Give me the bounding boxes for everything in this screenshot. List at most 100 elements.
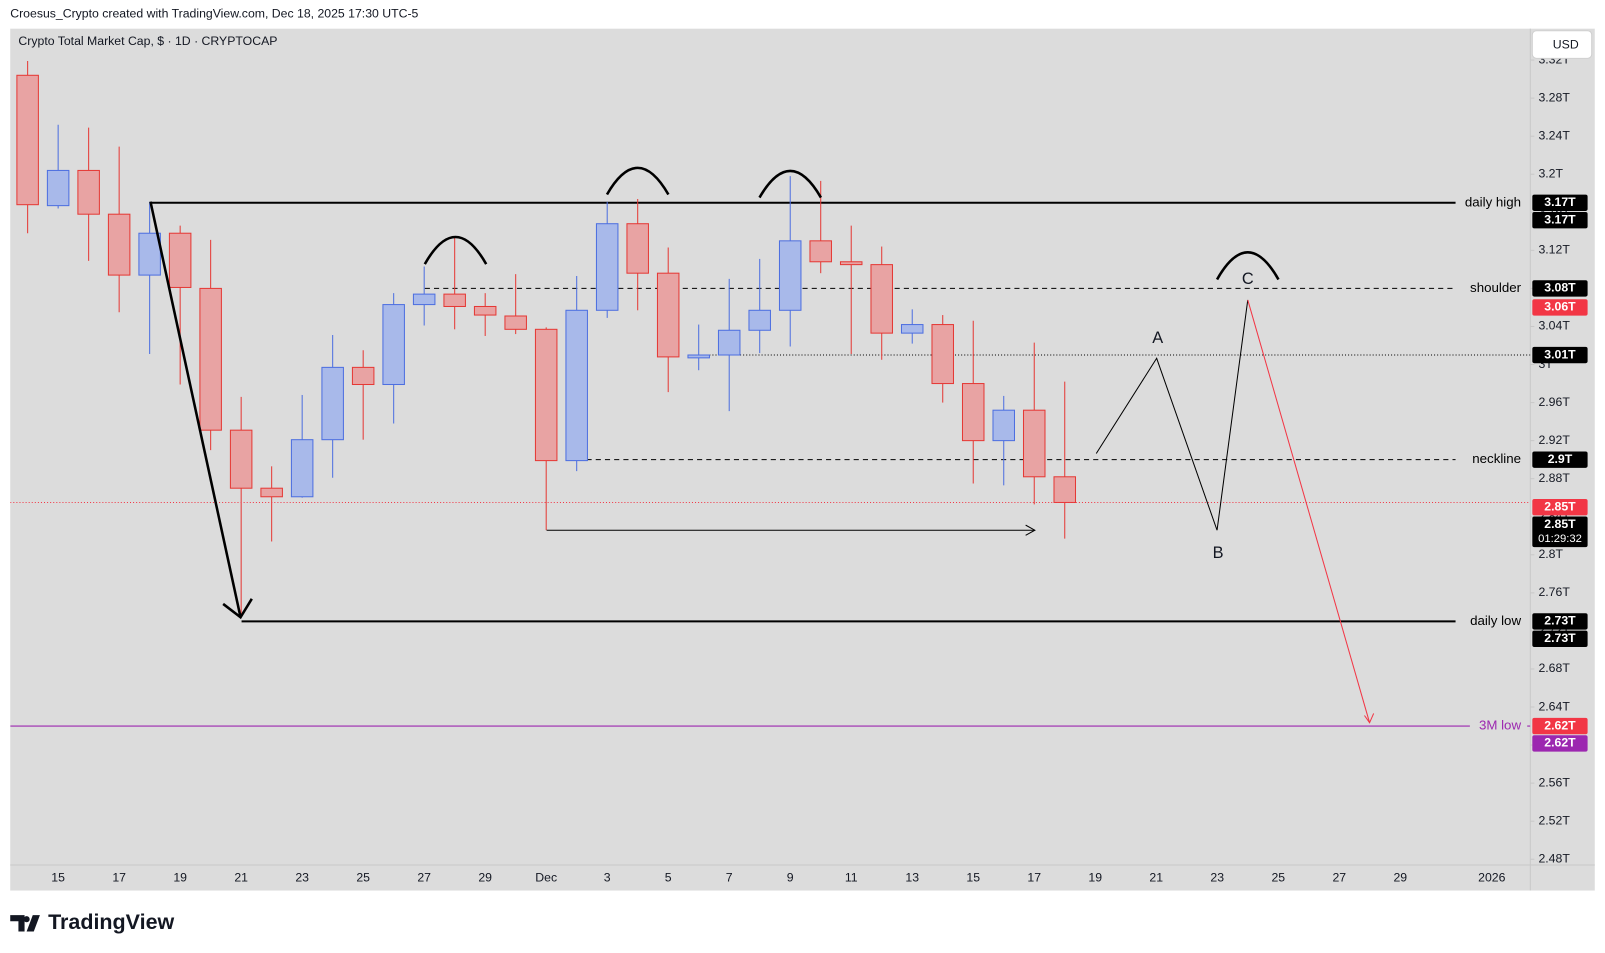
y-tick-label: 3.24T <box>1538 128 1570 142</box>
y-tick-label: 2.52T <box>1538 813 1570 827</box>
y-tick-label: 2.88T <box>1538 471 1570 485</box>
x-tick-label: Dec <box>535 871 557 885</box>
price-badge <box>1532 280 1588 297</box>
y-tick-label: 2.92T <box>1538 433 1570 447</box>
candle-body <box>534 328 558 462</box>
candle-body <box>412 293 436 306</box>
wave-path <box>1095 299 1249 531</box>
currency-button[interactable] <box>1531 30 1593 59</box>
x-tick-label: 19 <box>173 871 187 885</box>
candle-body <box>1022 409 1046 478</box>
header: Croesus_Crypto created with TradingView.… <box>10 7 418 21</box>
candle-body <box>626 223 649 274</box>
projection-arrow <box>1247 299 1371 723</box>
price-badge-label: 2.73T <box>1544 631 1576 645</box>
price-badge-label: 3.06T <box>1544 300 1576 314</box>
candle-body <box>504 315 527 330</box>
candle-body <box>565 309 588 462</box>
candle-body <box>839 261 863 266</box>
y-tick-label: 2.8T <box>1538 547 1563 561</box>
candle-body <box>443 293 466 307</box>
price-badge <box>1532 717 1588 735</box>
candle-body <box>107 213 131 276</box>
candle-body <box>870 264 893 334</box>
price-badge <box>1532 451 1588 468</box>
candle-body <box>717 329 741 356</box>
y-tick-label: 3.2T <box>1538 166 1563 180</box>
candle-body <box>748 309 771 331</box>
logo-mark <box>10 915 40 932</box>
x-tick-label: 5 <box>665 871 672 885</box>
x-tick-label: 13 <box>905 871 919 885</box>
arc <box>1215 251 1280 281</box>
y-tick-label: 2.96T <box>1538 395 1570 409</box>
x-tick-label: 19 <box>1088 871 1102 885</box>
price-badge-label: 2.73T <box>1544 614 1576 628</box>
candle-body <box>473 305 497 316</box>
drawings: A B C <box>149 166 1375 724</box>
wave-label: C <box>1242 270 1254 288</box>
candle-body <box>321 366 344 441</box>
wave-label: B <box>1213 544 1224 562</box>
level-label: neckline <box>1472 451 1521 466</box>
arrow-head <box>1025 524 1036 536</box>
candle-body <box>900 324 924 334</box>
price-badge-label: 3.01T <box>1544 347 1576 361</box>
arc <box>605 166 670 196</box>
price-badge-label: 2.85T <box>1544 517 1576 531</box>
candle-body <box>382 304 405 386</box>
candle-body <box>46 169 70 207</box>
x-tick-label: 9 <box>787 871 794 885</box>
x-tick-label: 21 <box>234 871 248 885</box>
y-tick-label: 3.12T <box>1538 243 1570 257</box>
level-label-bg <box>1469 717 1528 735</box>
candle-body <box>992 409 1015 442</box>
x-tick-label: 15 <box>51 871 65 885</box>
x-tick-label: 17 <box>1027 871 1041 885</box>
brand-logo <box>10 915 40 932</box>
price-badge-label: 3.08T <box>1544 281 1576 295</box>
plot: daily high shoulder neckline daily low 3M lo… <box>10 61 1531 735</box>
level-label: shoulder <box>1470 280 1522 295</box>
candle-body <box>168 232 192 288</box>
price-badges: 3.17T 3.17T 3.08T 3.06T 3.01T 2.9T 2.85T 2.85T 0… <box>1532 194 1588 752</box>
candle-body <box>961 383 985 442</box>
arc <box>423 235 488 265</box>
trend-arrow <box>149 201 242 618</box>
candle-body <box>778 240 802 311</box>
candle-body <box>656 272 680 358</box>
price-badge-label: 3.17T <box>1544 212 1576 226</box>
price-badge-label: 2.62T <box>1544 718 1576 732</box>
price-badge <box>1532 630 1588 647</box>
x-tick-label: 25 <box>1271 871 1285 885</box>
candle-body <box>290 439 314 498</box>
wave-label: A <box>1152 329 1163 347</box>
y-tick-label: 3.28T <box>1538 90 1570 104</box>
x-tick-label: 17 <box>112 871 126 885</box>
y-tick-label: 2.56T <box>1538 775 1570 789</box>
candle-body <box>77 169 100 215</box>
x-tick-label: 27 <box>1332 871 1346 885</box>
candle-body <box>595 223 619 311</box>
candle-body <box>351 366 375 386</box>
level-label: daily low <box>1470 613 1521 628</box>
price-badge-label: 2.9T <box>1548 452 1573 466</box>
candle-body <box>138 232 161 276</box>
x-tick-label: 25 <box>356 871 370 885</box>
brand: TradingView <box>48 910 174 934</box>
candle-body <box>260 487 283 498</box>
x-tick-label: 7 <box>726 871 733 885</box>
currency-label[interactable]: USD <box>1553 37 1579 51</box>
price-badge <box>1532 346 1588 364</box>
candle-body <box>687 354 710 359</box>
y-tick-label: 2.68T <box>1538 661 1570 675</box>
candle-body <box>931 324 954 385</box>
level-label: daily high <box>1465 194 1521 209</box>
x-tick-label: 2026 <box>1478 871 1505 885</box>
price-badge <box>1532 194 1588 211</box>
arrow-head <box>1364 713 1375 724</box>
x-tick-label: 15 <box>966 871 980 885</box>
price-badge <box>1532 735 1588 752</box>
price-badge <box>1532 299 1588 316</box>
